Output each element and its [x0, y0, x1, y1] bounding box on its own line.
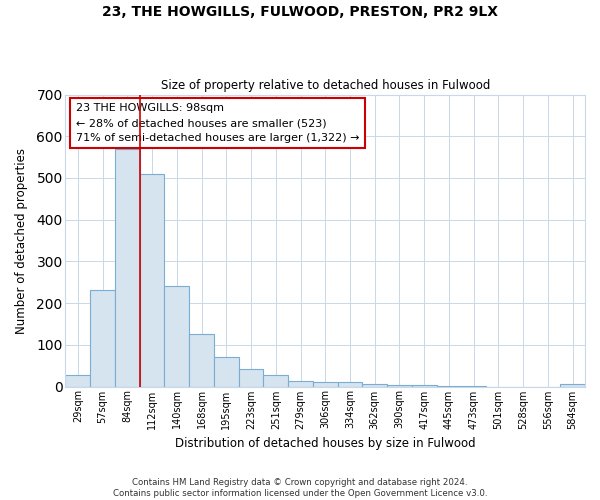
Y-axis label: Number of detached properties: Number of detached properties	[15, 148, 28, 334]
Text: 23 THE HOWGILLS: 98sqm
← 28% of detached houses are smaller (523)
71% of semi-de: 23 THE HOWGILLS: 98sqm ← 28% of detached…	[76, 104, 359, 143]
Bar	[560, 384, 585, 386]
Text: 23, THE HOWGILLS, FULWOOD, PRESTON, PR2 9LX: 23, THE HOWGILLS, FULWOOD, PRESTON, PR2 …	[102, 5, 498, 19]
Bar	[140, 174, 164, 386]
Bar	[65, 375, 90, 386]
Text: Contains HM Land Registry data © Crown copyright and database right 2024.
Contai: Contains HM Land Registry data © Crown c…	[113, 478, 487, 498]
Title: Size of property relative to detached houses in Fulwood: Size of property relative to detached ho…	[161, 79, 490, 92]
Bar	[288, 380, 313, 386]
Bar	[387, 385, 412, 386]
Bar	[263, 376, 288, 386]
Bar	[214, 358, 239, 386]
Bar	[239, 369, 263, 386]
Bar	[362, 384, 387, 386]
Bar	[115, 149, 140, 386]
Bar	[313, 382, 338, 386]
Bar	[189, 334, 214, 386]
X-axis label: Distribution of detached houses by size in Fulwood: Distribution of detached houses by size …	[175, 437, 476, 450]
Bar	[338, 382, 362, 386]
Bar	[164, 286, 189, 386]
Bar	[90, 290, 115, 386]
